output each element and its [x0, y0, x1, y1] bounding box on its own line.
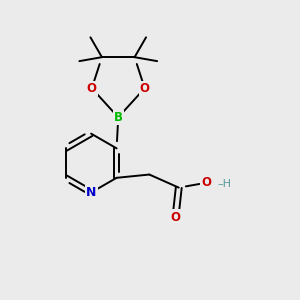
Text: O: O: [140, 82, 150, 95]
Text: O: O: [87, 82, 97, 95]
Text: O: O: [170, 211, 181, 224]
Text: N: N: [86, 186, 96, 199]
Text: O: O: [202, 176, 212, 189]
Text: –H: –H: [218, 179, 232, 189]
Text: B: B: [114, 111, 123, 124]
